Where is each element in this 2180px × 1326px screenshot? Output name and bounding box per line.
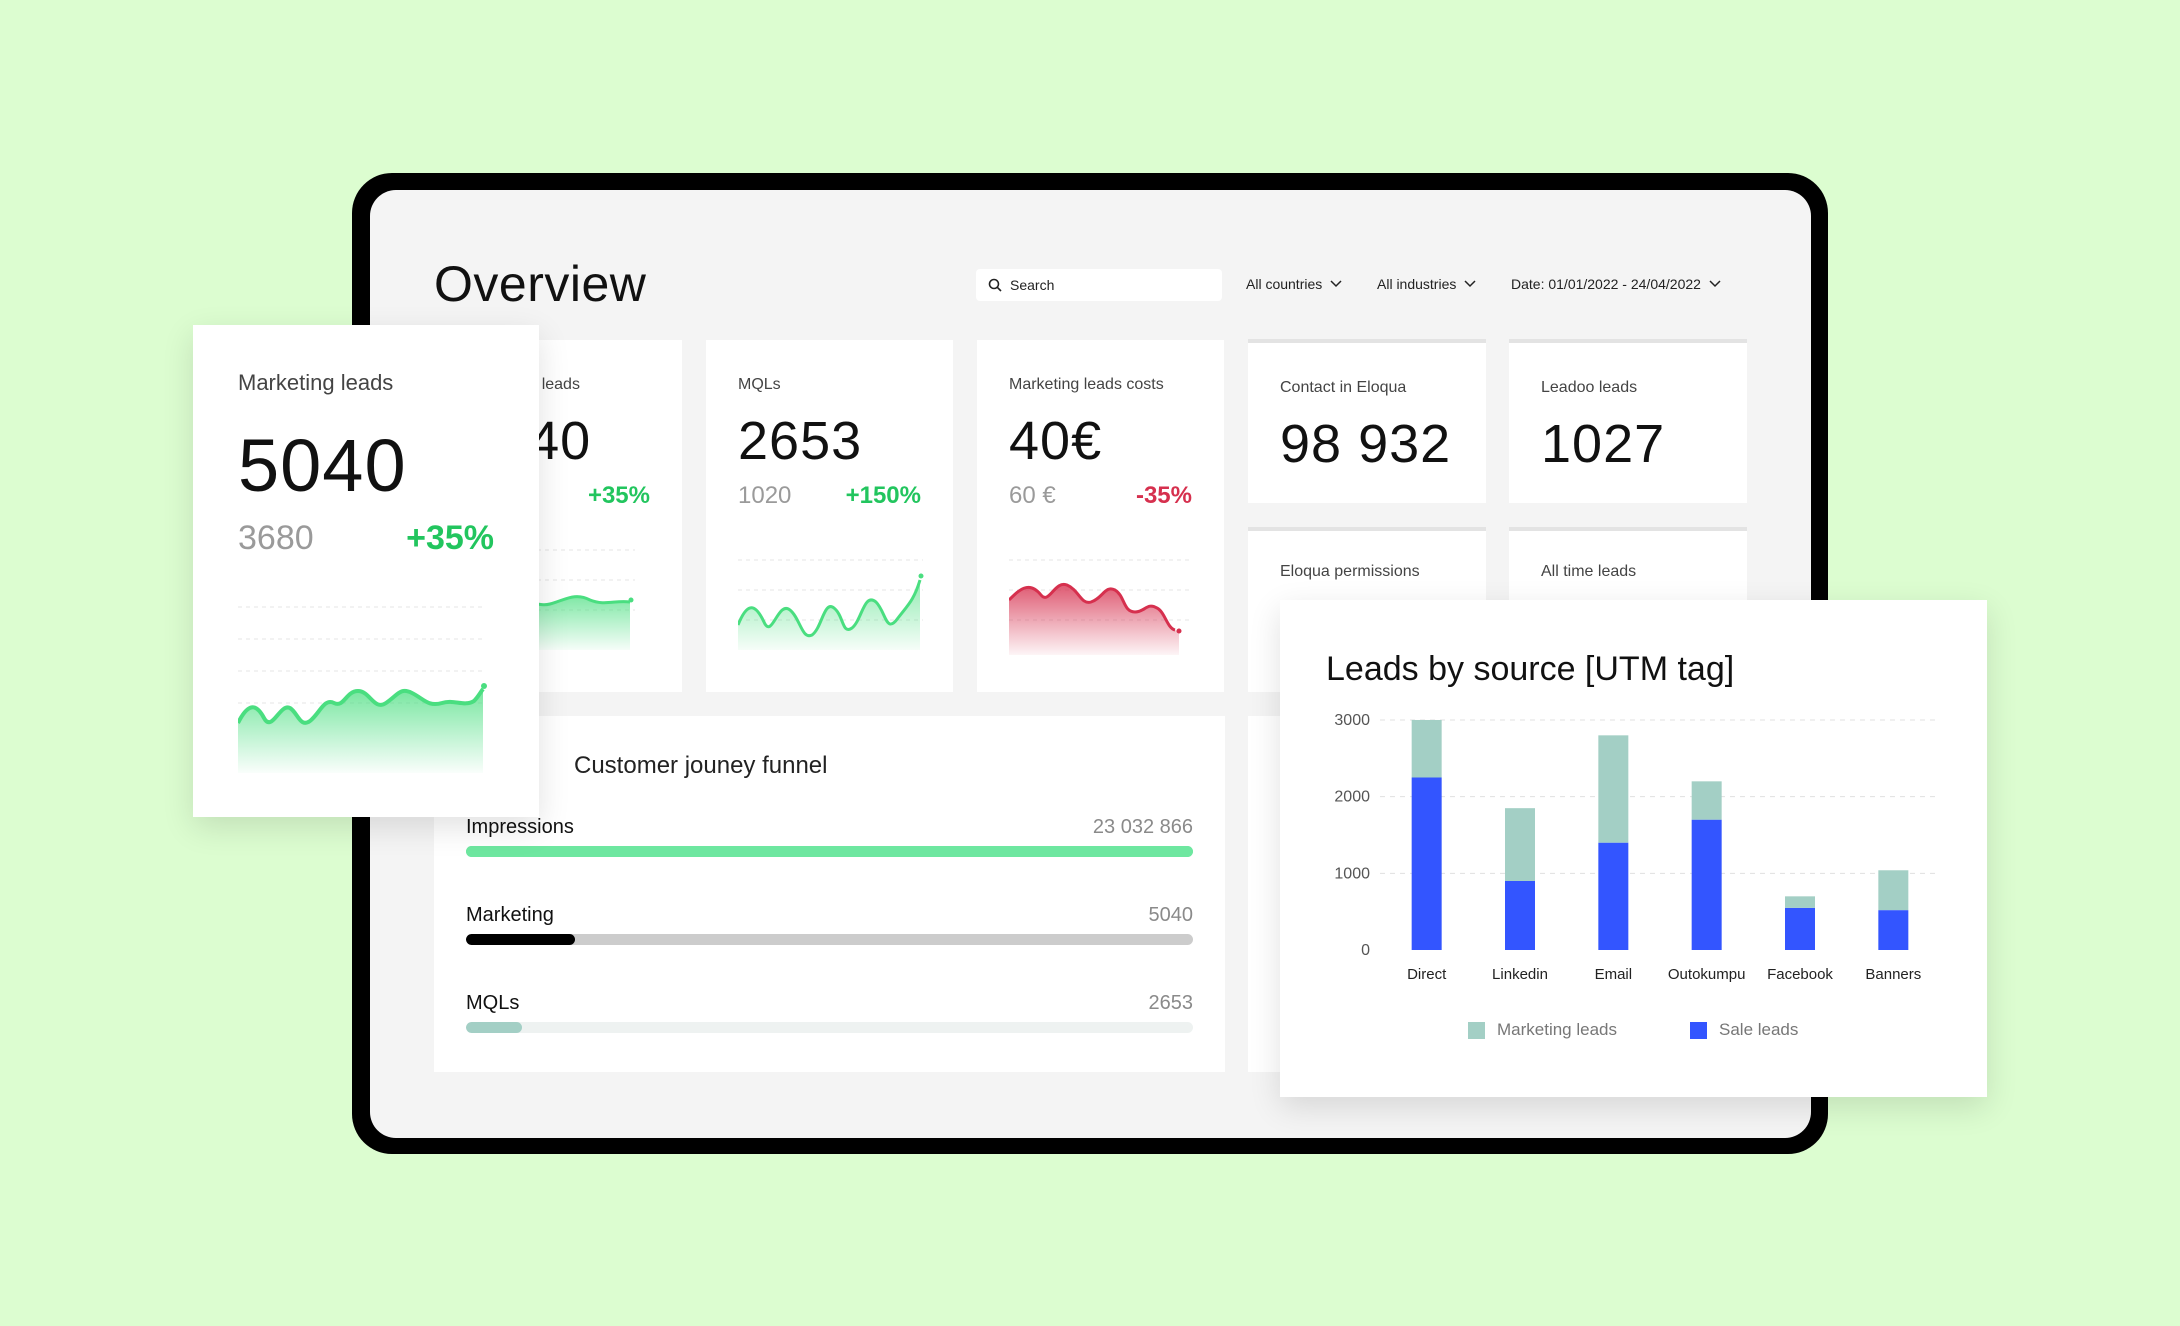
x-tick-label: Direct — [1407, 966, 1447, 983]
kpi-label: Marketing leads — [238, 370, 394, 395]
funnel-card[interactable]: Customer jouney funnel Impressions 23 03… — [434, 716, 1225, 1072]
chevron-down-icon — [1330, 280, 1342, 288]
search-input[interactable]: Search — [976, 269, 1222, 301]
funnel-label: Impressions — [466, 816, 574, 838]
legend-label: Sale leads — [1719, 1020, 1799, 1039]
funnel-value: 5040 — [1148, 904, 1194, 926]
funnel-track — [466, 1022, 1193, 1033]
kpi-label: Leadoo leads — [1541, 379, 1638, 396]
chevron-down-icon — [1709, 280, 1721, 288]
kpi-value: 40€ — [1009, 411, 1103, 471]
bar-sale-leads — [1785, 907, 1815, 950]
bar-sale-leads — [1598, 842, 1629, 950]
legend-swatch — [1690, 1021, 1707, 1039]
legend-swatch — [1468, 1021, 1485, 1039]
bar-chart: 0 1000 2000 3000 Direct Linkedin Email Outokump… — [1334, 712, 1940, 983]
funnel-label: MQLs — [466, 992, 520, 1014]
y-tick-label: 2000 — [1334, 789, 1370, 806]
legend-label: Marketing leads — [1497, 1020, 1618, 1039]
funnel-track — [466, 934, 1193, 945]
kpi-value: 2653 — [738, 411, 863, 471]
sparkline — [238, 606, 487, 773]
bar-marketing-leads — [1505, 808, 1535, 881]
sparkline — [738, 559, 924, 650]
kpi-label: MQLs — [738, 376, 781, 393]
kpi-card-marketing-leads-costs[interactable]: Marketing leads costs 40€ 60 € -35% — [977, 340, 1224, 692]
x-tick-label: Facebook — [1767, 966, 1833, 983]
search-icon — [988, 278, 1002, 292]
chart-title: Leads by source [UTM tag] — [1326, 650, 1735, 688]
kpi-delta: +35% — [406, 519, 494, 557]
x-tick-label: Outokumpu — [1668, 966, 1746, 983]
sparkline — [1009, 559, 1189, 655]
funnel-label: Marketing — [466, 904, 554, 926]
kpi-value: 5040 — [238, 424, 407, 507]
kpi-card-contact-in-eloqua[interactable]: Contact in Eloqua 98 932 — [1248, 339, 1486, 503]
leads-by-source-chart-card[interactable]: Leads by source [UTM tag] 0 1000 2000 3000 D… — [1280, 600, 1987, 1097]
legend-item-marketing-leads: Marketing leads — [1468, 1020, 1617, 1040]
kpi-delta: -35% — [1135, 482, 1192, 509]
kpi-value: 98 932 — [1280, 414, 1452, 474]
kpi-label: Marketing leads costs — [1009, 376, 1164, 393]
search-placeholder: Search — [1010, 277, 1055, 293]
funnel-value: 2653 — [1148, 992, 1194, 1014]
filter-industries[interactable]: All industries — [1377, 276, 1476, 292]
funnel-track — [466, 846, 1193, 857]
kpi-delta: +150% — [845, 482, 921, 509]
kpi-previous: 3680 — [238, 519, 314, 557]
bar-sale-leads — [1878, 910, 1909, 950]
filter-date-range[interactable]: Date: 01/01/2022 - 24/04/2022 — [1511, 276, 1721, 292]
kpi-label: All time leads — [1541, 563, 1637, 580]
bar-marketing-leads — [1598, 735, 1629, 843]
legend-item-sale-leads: Sale leads — [1690, 1020, 1798, 1040]
x-tick-label: Linkedin — [1492, 966, 1548, 983]
chevron-down-icon — [1464, 280, 1476, 288]
funnel-fill — [466, 1022, 522, 1033]
kpi-delta: +35% — [587, 482, 650, 509]
bar-marketing-leads — [1691, 781, 1722, 820]
x-tick-label: Email — [1595, 966, 1633, 983]
kpi-label: Contact in Eloqua — [1280, 379, 1407, 396]
kpi-previous: 60 € — [1009, 482, 1056, 509]
page-title: Overview — [434, 256, 647, 312]
y-tick-label: 3000 — [1334, 712, 1370, 729]
bar-marketing-leads — [1878, 870, 1909, 911]
floating-kpi-card-marketing-leads[interactable]: Marketing leads 5040 3680 +35% — [193, 325, 539, 817]
bar-marketing-leads — [1785, 896, 1815, 908]
bar-marketing-leads — [1411, 720, 1442, 778]
bar-sale-leads — [1505, 881, 1535, 950]
bar-sale-leads — [1411, 777, 1442, 950]
kpi-label: Eloqua permissions — [1280, 563, 1420, 580]
kpi-value: 1027 — [1541, 414, 1666, 474]
funnel-fill — [466, 846, 1193, 857]
y-tick-label: 0 — [1361, 942, 1370, 959]
funnel-fill — [466, 934, 576, 945]
x-tick-label: Banners — [1865, 966, 1921, 983]
y-tick-label: 1000 — [1334, 865, 1370, 882]
kpi-previous: 1020 — [738, 482, 792, 509]
funnel-value: 23 032 866 — [1092, 816, 1193, 838]
kpi-card-mqls[interactable]: MQLs 2653 1020 +150% — [706, 340, 953, 692]
kpi-card-leadoo-leads[interactable]: Leadoo leads 1027 — [1509, 339, 1747, 503]
bar-sale-leads — [1691, 819, 1722, 950]
funnel-title: Customer jouney funnel — [574, 752, 828, 779]
filter-countries[interactable]: All countries — [1246, 276, 1342, 292]
